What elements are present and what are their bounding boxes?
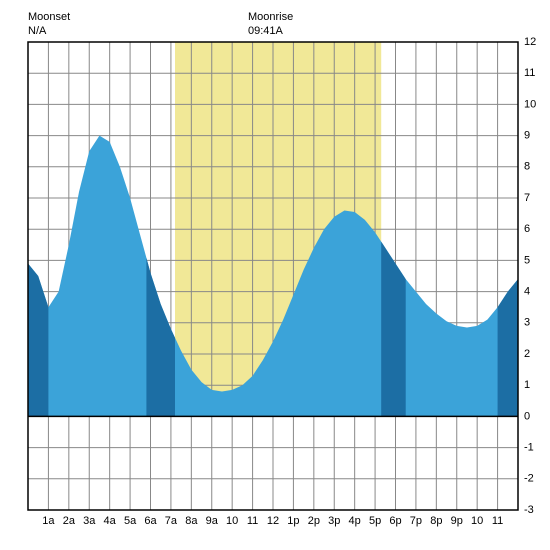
x-tick: 7p <box>410 515 422 527</box>
y-tick: 6 <box>524 223 530 235</box>
x-tick: 9p <box>451 515 463 527</box>
x-tick: 3a <box>83 515 96 527</box>
y-tick: 12 <box>524 36 536 48</box>
x-tick: 6a <box>144 515 157 527</box>
x-tick: 12 <box>267 515 279 527</box>
y-tick: -3 <box>524 504 534 516</box>
moonrise-value: 09:41A <box>248 24 293 38</box>
y-tick: 7 <box>524 192 530 204</box>
x-tick: 5a <box>124 515 137 527</box>
x-tick: 8p <box>430 515 442 527</box>
moonset-value: N/A <box>28 24 248 38</box>
moonrise-block: Moonrise 09:41A <box>248 10 293 39</box>
chart-header: Moonset N/A Moonrise 09:41A <box>28 10 293 39</box>
x-tick: 4p <box>349 515 361 527</box>
y-tick: 8 <box>524 161 530 173</box>
x-tick: 6p <box>389 515 401 527</box>
x-tick: 2a <box>63 515 76 527</box>
x-tick: 11 <box>247 515 258 527</box>
x-tick: 10 <box>226 515 238 527</box>
moonrise-label: Moonrise <box>248 10 293 24</box>
y-tick: 10 <box>524 98 536 110</box>
x-tick: 7a <box>165 515 178 527</box>
y-tick: 9 <box>524 130 530 142</box>
y-tick: 11 <box>524 67 535 79</box>
x-tick: 1p <box>287 515 299 527</box>
y-tick: -1 <box>524 442 534 454</box>
x-tick: 1a <box>42 515 55 527</box>
moonset-block: Moonset N/A <box>28 10 248 39</box>
x-tick: 11 <box>492 515 503 527</box>
y-tick: 2 <box>524 348 530 360</box>
x-tick: 2p <box>308 515 320 527</box>
x-tick: 9a <box>206 515 219 527</box>
y-tick: 5 <box>524 254 530 266</box>
x-tick: 10 <box>471 515 483 527</box>
y-tick: -2 <box>524 473 534 485</box>
x-tick: 5p <box>369 515 381 527</box>
moonset-label: Moonset <box>28 10 248 24</box>
x-tick: 3p <box>328 515 340 527</box>
x-tick: 8a <box>185 515 198 527</box>
tide-dark-band-3 <box>498 279 518 416</box>
chart-svg: 1211109876543210-1-2-31a2a3a4a5a6a7a8a9a… <box>10 10 540 540</box>
y-tick: 4 <box>524 286 530 298</box>
tide-chart: Moonset N/A Moonrise 09:41A 121110987654… <box>10 10 540 540</box>
tide-dark-band-2 <box>381 242 406 417</box>
y-tick: 3 <box>524 317 530 329</box>
y-tick: 0 <box>524 410 530 422</box>
y-tick: 1 <box>524 379 530 391</box>
tide-dark-band-0 <box>28 264 48 417</box>
x-tick: 4a <box>104 515 117 527</box>
